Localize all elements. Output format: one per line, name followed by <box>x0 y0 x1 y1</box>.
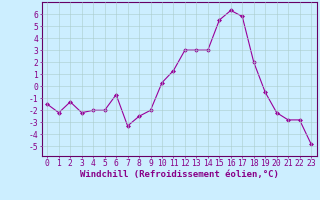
X-axis label: Windchill (Refroidissement éolien,°C): Windchill (Refroidissement éolien,°C) <box>80 170 279 179</box>
